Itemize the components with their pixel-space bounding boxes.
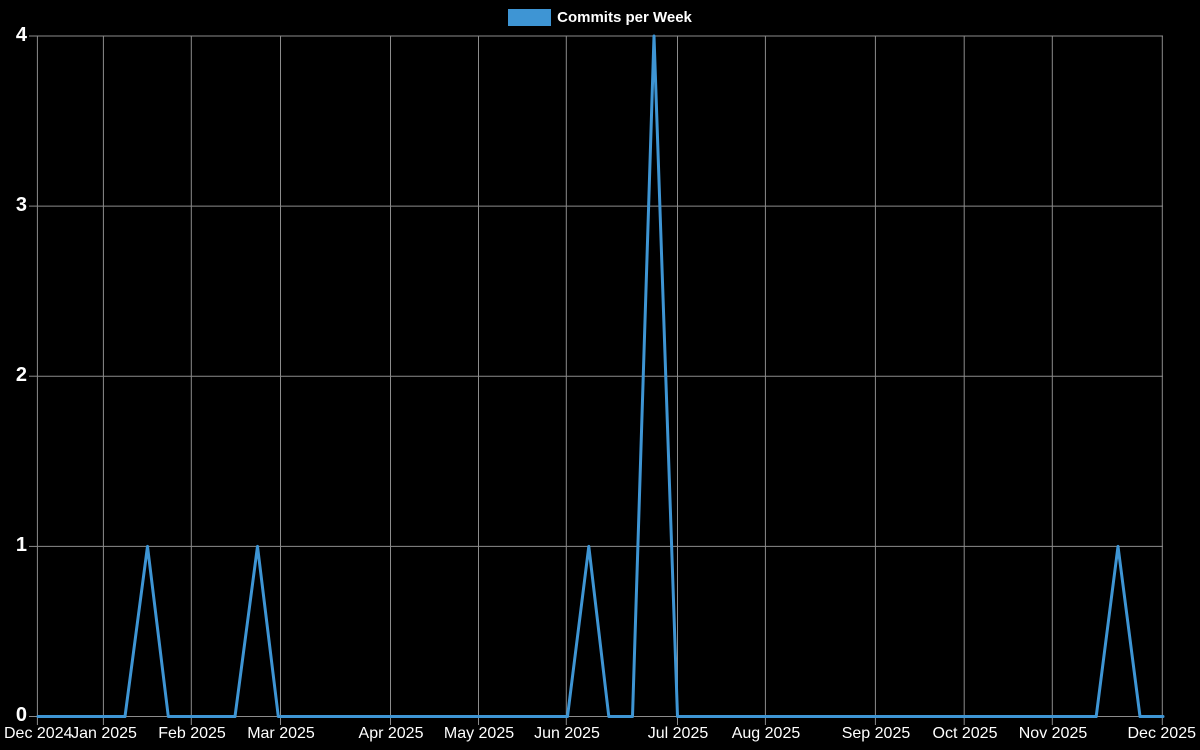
svg-text:Feb 2025: Feb 2025 — [158, 725, 226, 742]
svg-text:Aug 2025: Aug 2025 — [732, 725, 801, 742]
svg-text:Dec 2025: Dec 2025 — [1128, 725, 1197, 742]
svg-text:1: 1 — [16, 534, 27, 556]
svg-text:Mar 2025: Mar 2025 — [247, 725, 315, 742]
svg-text:Apr 2025: Apr 2025 — [359, 725, 424, 742]
svg-text:Dec 2024: Dec 2024 — [4, 725, 73, 742]
svg-text:Jul 2025: Jul 2025 — [648, 725, 709, 742]
svg-text:Oct 2025: Oct 2025 — [933, 725, 998, 742]
svg-text:Nov 2025: Nov 2025 — [1019, 725, 1088, 742]
svg-text:May 2025: May 2025 — [444, 725, 514, 742]
svg-text:0: 0 — [16, 704, 27, 726]
svg-text:3: 3 — [16, 194, 27, 216]
svg-text:2: 2 — [16, 364, 27, 386]
svg-text:Jun 2025: Jun 2025 — [534, 725, 600, 742]
svg-text:Sep 2025: Sep 2025 — [842, 725, 911, 742]
svg-text:Jan 2025: Jan 2025 — [71, 725, 137, 742]
